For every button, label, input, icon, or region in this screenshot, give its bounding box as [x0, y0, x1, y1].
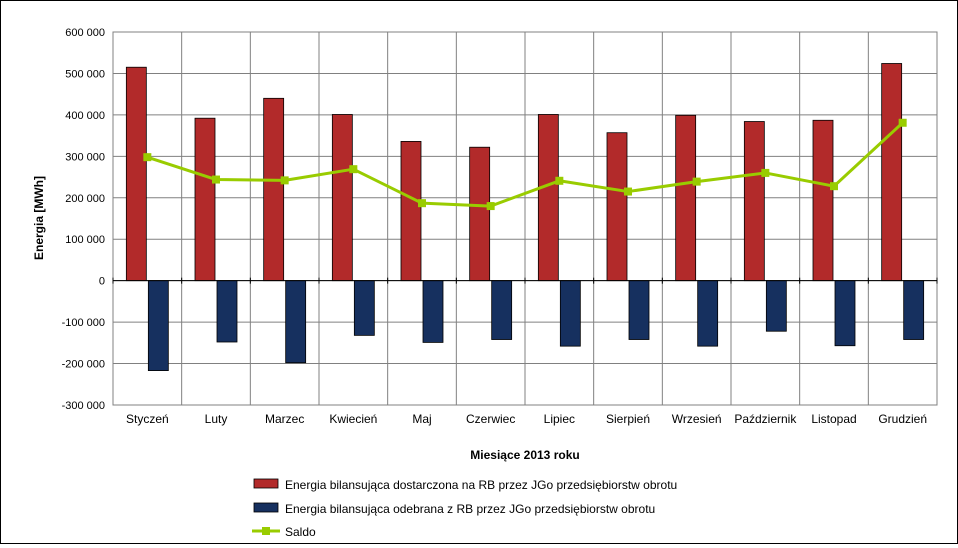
bar-received-0 — [147, 280, 169, 372]
x-ticks — [112, 277, 938, 284]
y-tick-label: -200 000 — [62, 359, 105, 371]
saldo-point-7 — [624, 187, 632, 196]
y-tick-label: 300 000 — [65, 151, 105, 163]
legend-label-0: Energia bilansująca dostarczona na RB pr… — [285, 478, 677, 492]
x-tick-label: Listopad — [811, 412, 856, 426]
legend-label-1: Energia bilansująca odebrana z RB przez … — [285, 502, 655, 516]
y-tick-label: 200 000 — [65, 193, 105, 205]
y-tick-label: -300 000 — [62, 400, 105, 412]
x-tick-label: Luty — [205, 412, 228, 426]
bar-received-4 — [422, 280, 444, 343]
saldo-line — [146, 121, 904, 208]
bar-received-3 — [353, 280, 375, 336]
legend-swatch-1 — [253, 502, 279, 513]
bar-delivered-6 — [537, 114, 559, 282]
plot-area — [112, 31, 938, 406]
saldo-point-10 — [830, 182, 838, 191]
x-tick-label: Kwiecień — [329, 412, 377, 426]
legend: Energia bilansująca dostarczona na RB pr… — [252, 478, 677, 539]
bar-delivered-0 — [125, 66, 147, 282]
saldo-point-6 — [555, 176, 564, 185]
x-tick-label: Październik — [734, 412, 797, 426]
legend-label-2: Saldo — [285, 525, 316, 539]
saldo-point-9 — [761, 168, 770, 177]
bar-received-10 — [834, 280, 856, 347]
bar-received-7 — [628, 280, 650, 340]
bar-delivered-5 — [469, 146, 491, 282]
x-tick-label: Wrzesień — [672, 412, 722, 426]
y-axis-label: Energia [MWh] — [32, 176, 46, 260]
x-tick-label: Sierpień — [606, 412, 650, 426]
y-tick-label: 500 000 — [65, 68, 105, 80]
bar-delivered-9 — [743, 121, 765, 282]
bar-received-9 — [765, 280, 787, 332]
y-tick-label: 600 000 — [65, 27, 105, 39]
bar-delivered-7 — [606, 132, 628, 282]
x-tick-label: Lipiec — [544, 412, 575, 426]
x-tick-label: Grudzień — [878, 412, 927, 426]
saldo-point-3 — [349, 165, 358, 174]
x-tick-labels: Styczeń Luty Marzec Kwiecień Maj Czerwiec Lipi… — [126, 412, 927, 426]
legend-marker-saldo — [262, 527, 270, 535]
bar-delivered-8 — [675, 114, 697, 282]
bar-delivered-10 — [812, 119, 834, 282]
y-tick-labels: 600 000 500 000 400 000 300 000 200 000 100 0… — [62, 27, 105, 412]
x-tick-label: Maj — [412, 412, 431, 426]
gridlines — [113, 31, 937, 406]
y-tick-label: 0 — [99, 276, 105, 288]
x-tick-label: Marzec — [265, 412, 304, 426]
x-tick-label: Styczeń — [126, 412, 169, 426]
y-tick-label: 100 000 — [65, 234, 105, 246]
bar-delivered-2 — [263, 97, 285, 282]
bar-received-6 — [559, 280, 581, 347]
bar-delivered-11 — [881, 63, 903, 282]
saldo-point-1 — [212, 175, 220, 184]
y-tick-label: -100 000 — [62, 317, 105, 329]
line-series — [143, 118, 907, 211]
bar-delivered-1 — [194, 117, 216, 282]
y-tick-label: 400 000 — [65, 110, 105, 122]
bar-received-2 — [285, 280, 307, 364]
bar-received-11 — [903, 280, 925, 340]
saldo-point-4 — [418, 199, 426, 208]
saldo-point-5 — [486, 202, 495, 211]
bar-delivered-4 — [400, 141, 422, 282]
bar-delivered-3 — [331, 114, 353, 282]
saldo-point-8 — [692, 177, 701, 186]
bar-received-5 — [491, 280, 513, 340]
x-tick-label: Czerwiec — [466, 412, 515, 426]
saldo-point-2 — [280, 176, 289, 185]
saldo-point-0 — [143, 153, 152, 162]
bar-received-8 — [697, 280, 719, 347]
bars — [125, 63, 925, 372]
x-axis-label: Miesiące 2013 roku — [470, 448, 579, 462]
bar-received-1 — [216, 280, 238, 343]
legend-swatch-0 — [253, 478, 279, 489]
saldo-point-11 — [898, 118, 907, 127]
